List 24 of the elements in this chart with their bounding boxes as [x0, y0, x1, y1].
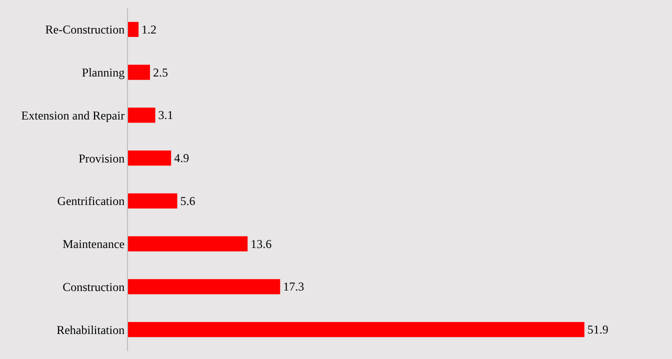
data-label: 3.1 [158, 108, 174, 122]
y-tick-label: Maintenance [62, 237, 125, 252]
data-label: 51.9 [587, 322, 608, 337]
y-tick-label: Re-Construction [45, 22, 125, 37]
y-tick-label: Provision [78, 151, 125, 166]
bar [128, 108, 156, 123]
data-label: 1.2 [142, 22, 157, 36]
bar [128, 279, 280, 294]
data-label: 5.6 [180, 194, 196, 208]
bar [128, 22, 139, 37]
bar [128, 193, 178, 208]
data-label: 13.6 [250, 236, 272, 251]
y-tick-label: Planning [82, 66, 125, 80]
y-tick-label: Rehabilitation [56, 322, 125, 337]
data-label: 17.3 [283, 280, 304, 294]
bar [128, 322, 584, 338]
bar [128, 64, 150, 80]
y-tick-label: Construction [62, 280, 125, 294]
y-tick-label: Extension and Repair [21, 108, 125, 122]
data-label: 2.5 [152, 65, 168, 80]
y-tick-label: Gentrification [57, 194, 125, 208]
data-label: 4.9 [174, 151, 190, 166]
bar [128, 236, 248, 252]
bar [128, 150, 172, 166]
